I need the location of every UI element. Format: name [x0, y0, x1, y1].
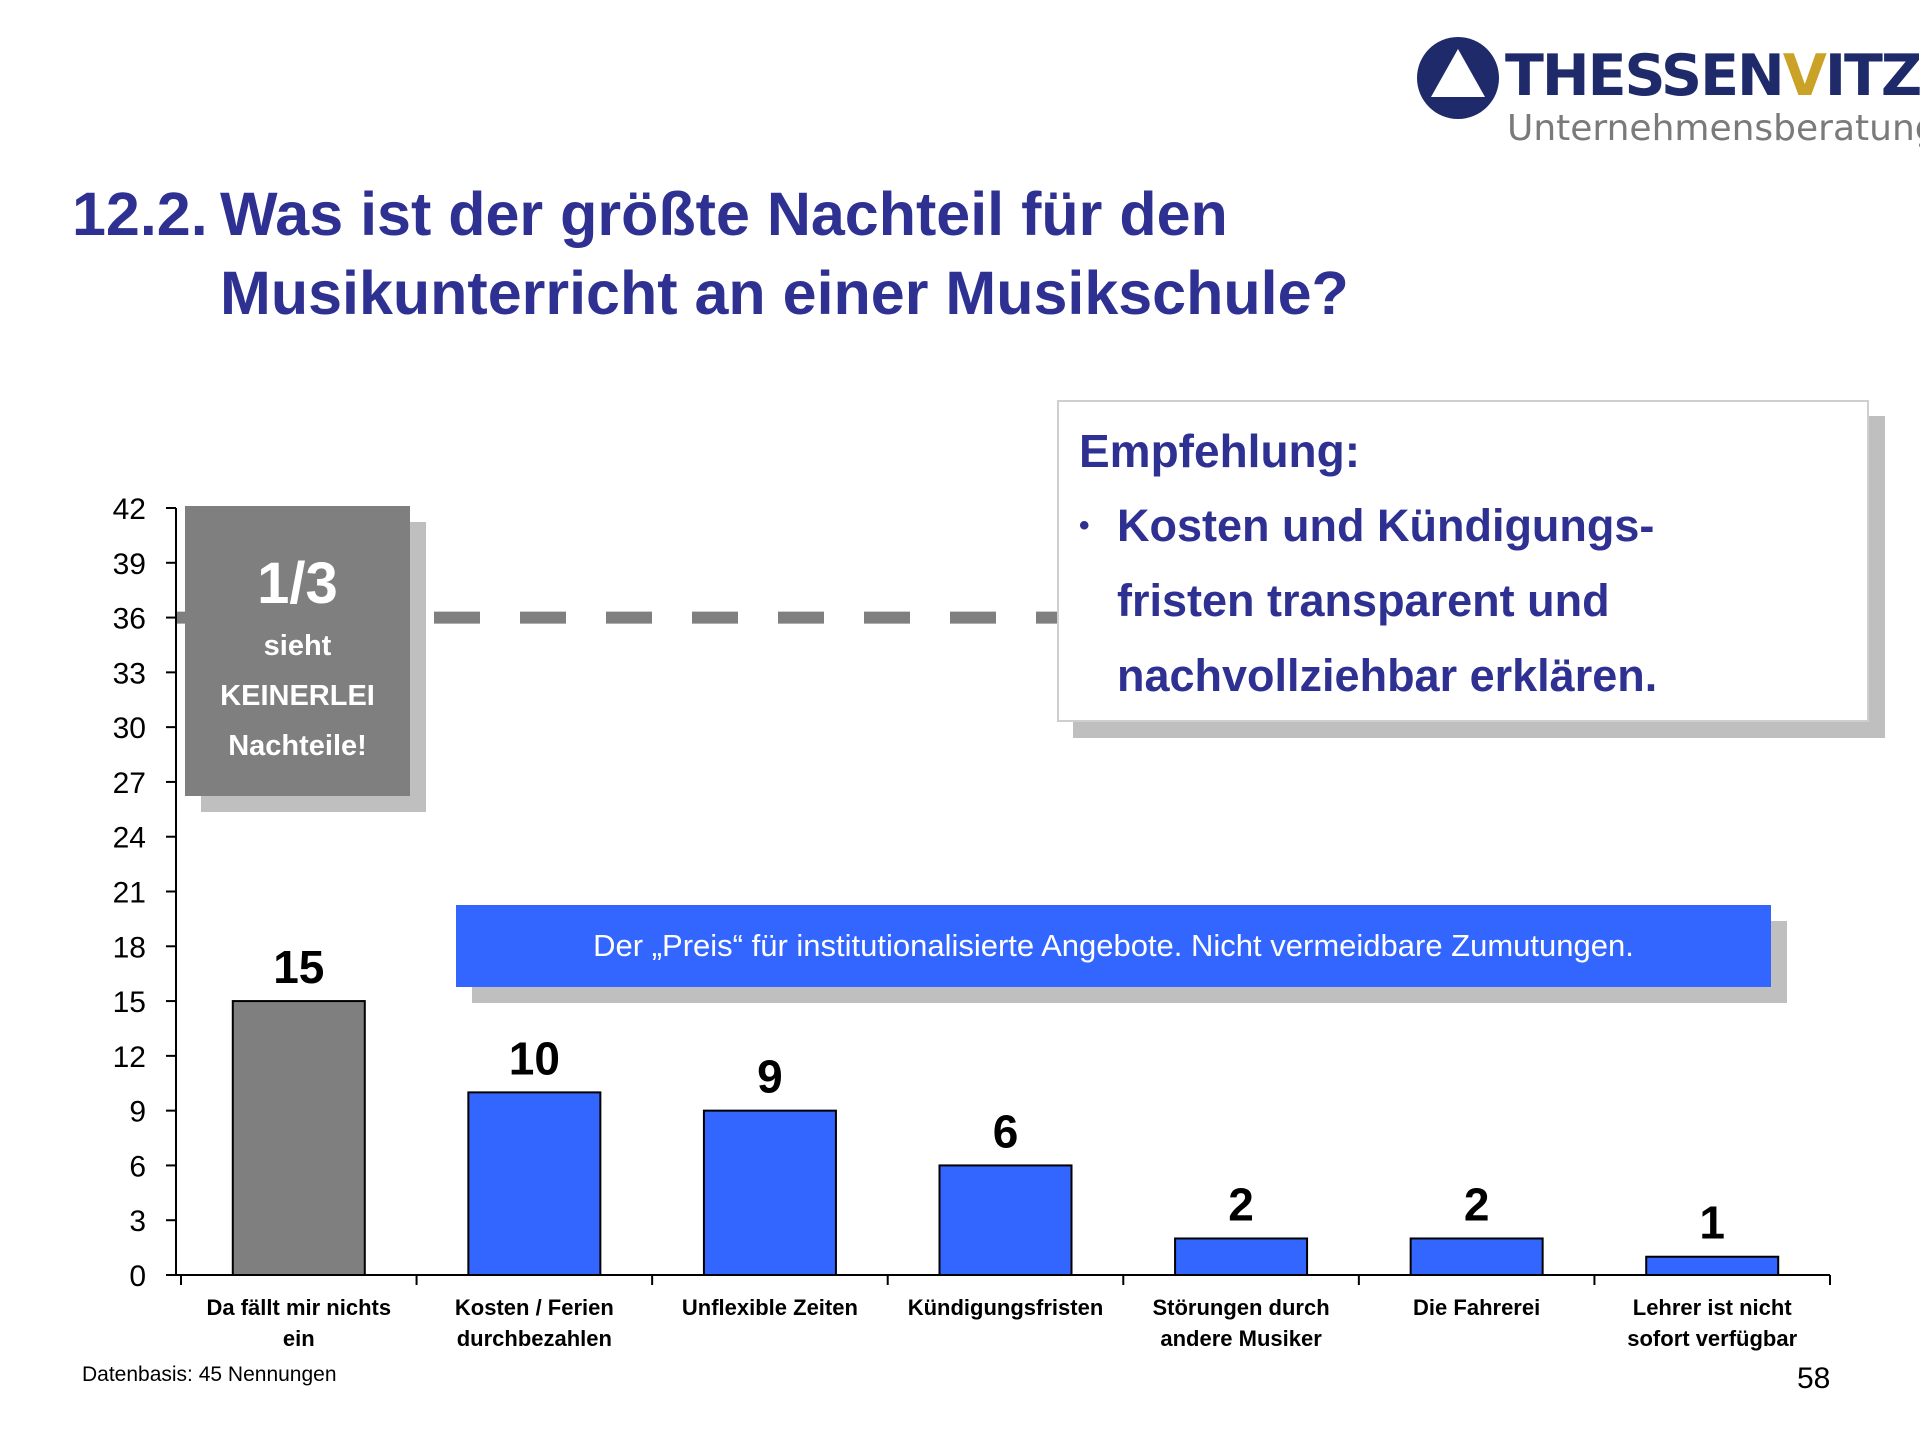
category-label: andere Musiker — [1160, 1326, 1322, 1351]
y-tick-label: 27 — [113, 767, 146, 800]
y-tick-label: 24 — [113, 822, 146, 855]
page-number: 58 — [1797, 1362, 1831, 1395]
data-label: 2 — [1464, 1178, 1490, 1230]
y-tick-label: 15 — [113, 986, 146, 1019]
bar — [938, 1164, 1073, 1277]
bar — [702, 1109, 837, 1276]
category-label: durchbezahlen — [457, 1326, 612, 1351]
y-tick-label: 39 — [113, 548, 146, 581]
data-label: 6 — [993, 1105, 1019, 1157]
category-label: Die Fahrerei — [1413, 1295, 1540, 1320]
y-tick-label: 36 — [113, 603, 146, 636]
y-tick-label: 9 — [129, 1096, 146, 1129]
category-label: Lehrer ist nicht — [1633, 1295, 1793, 1320]
callout-line: Nachteile! — [228, 730, 367, 762]
recommendation-heading: Empfehlung: — [1079, 425, 1361, 477]
title-number: 12.2. — [72, 180, 208, 248]
category-label: sofort verfügbar — [1627, 1326, 1797, 1351]
y-tick-label: 0 — [129, 1260, 146, 1293]
data-label: 2 — [1228, 1178, 1254, 1230]
logo-subtitle: Unternehmensberatung — [1507, 108, 1920, 149]
labels-group: 15 Da fällt mir nichts ein 10 Kosten / Ferie… — [206, 941, 1797, 1351]
bar — [1409, 1237, 1544, 1277]
y-tick-label: 6 — [129, 1150, 146, 1183]
y-tick-label: 42 — [113, 493, 146, 526]
triangle-logo-icon — [1417, 37, 1499, 119]
y-tick-label: 30 — [113, 712, 146, 745]
data-label: 10 — [509, 1032, 560, 1084]
y-tick-label: 21 — [113, 877, 146, 910]
data-label: 1 — [1699, 1197, 1725, 1249]
data-label: 9 — [757, 1051, 783, 1103]
bar — [1174, 1237, 1309, 1277]
y-tick-label: 18 — [113, 931, 146, 964]
company-logo: THESSENVITZ Unternehmensberatung — [1415, 35, 1920, 155]
y-tick-label: 12 — [113, 1041, 146, 1074]
callout-fraction: 1/3 — [257, 551, 338, 616]
category-label: Störungen durch — [1152, 1295, 1329, 1320]
bars-group — [231, 1000, 1780, 1277]
bar — [231, 1000, 366, 1276]
callout-line: KEINERLEI — [220, 680, 375, 712]
callout-line: sieht — [263, 630, 332, 662]
bar — [467, 1091, 602, 1277]
bar — [1645, 1255, 1780, 1276]
recommendation-bullet: • Kosten und Kündigungs- fristen transpa… — [1079, 488, 1867, 713]
data-source-note: Datenbasis: 45 Nennungen — [82, 1363, 337, 1386]
category-label: ein — [283, 1326, 315, 1351]
category-label: Kündigungsfristen — [908, 1295, 1104, 1320]
recommendation-line: Kosten und Kündigungs- — [1117, 500, 1655, 551]
category-label: Da fällt mir nichts — [206, 1295, 391, 1320]
recommendation-line: nachvollziehbar erklären. — [1117, 650, 1658, 701]
bullet-icon: • — [1079, 509, 1090, 542]
recommendation-line: fristen transparent und — [1117, 575, 1610, 626]
y-tick-label: 3 — [129, 1205, 146, 1238]
page-title: 12.2. Was ist der größte Nachteil für den… — [72, 175, 1349, 333]
category-label: Unflexible Zeiten — [682, 1295, 858, 1320]
info-banner: Der „Preis“ für institutionalisierte Ang… — [456, 905, 1771, 987]
logo-wordmark: THESSENVITZ — [1505, 43, 1920, 109]
title-line-1: Was ist der größte Nachteil für den — [220, 180, 1228, 248]
callout-box: 1/3 sieht KEINERLEI Nachteile! — [185, 506, 410, 796]
y-tick-label: 33 — [113, 657, 146, 690]
data-label: 15 — [273, 941, 324, 993]
category-label: Kosten / Ferien — [455, 1295, 614, 1320]
title-line-2: Musikunterricht an einer Musikschule? — [220, 259, 1349, 327]
recommendation-box: Empfehlung: • Kosten und Kündigungs- fri… — [1057, 400, 1869, 722]
